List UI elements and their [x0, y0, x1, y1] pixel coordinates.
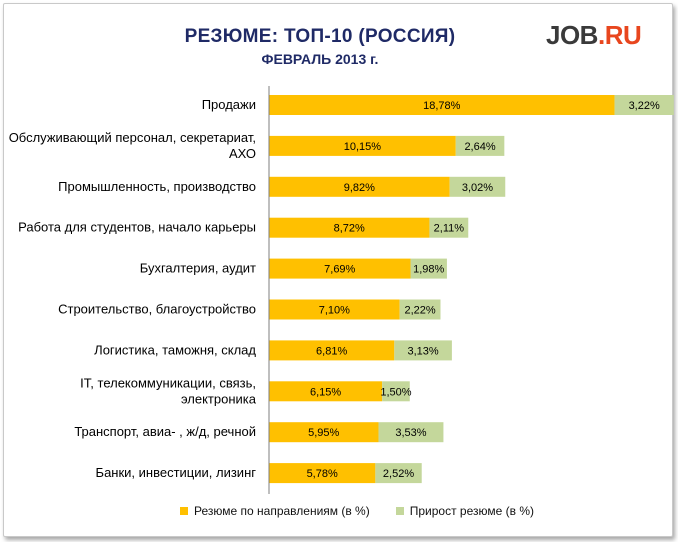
bar-segment-series-1 — [269, 299, 400, 320]
category-label: Логистика, таможня, склад — [94, 342, 256, 357]
data-label-series-2: 2,11% — [434, 223, 465, 235]
data-label-series-2: 1,98% — [413, 264, 444, 276]
category-label: Бухгалтерия, аудит — [140, 261, 256, 276]
logo-job-text: JOB — [546, 20, 598, 50]
logo-ru-text: RU — [604, 20, 642, 50]
bar-segment-series-2 — [455, 135, 505, 156]
bar-segment-series-2 — [378, 422, 444, 443]
bar-segment-series-2 — [382, 381, 410, 402]
category-label: IT, телекоммуникации, связь, электроника — [80, 375, 257, 406]
bar-segment-series-1 — [269, 95, 615, 115]
category-label: Промышленность, производство — [58, 179, 256, 194]
bar-segment-series-1 — [269, 381, 383, 402]
data-label-series-2: 2,22% — [404, 305, 435, 317]
category-label: Продажи — [202, 97, 256, 112]
data-label-series-2: 2,64% — [464, 141, 495, 153]
data-label-series-1: 5,95% — [308, 427, 339, 439]
data-label-series-2: 1,50% — [380, 386, 411, 398]
legend-item-series-1: Резюме по направлениям (в %) — [180, 504, 370, 518]
category-label: Транспорт, авиа- , ж/д, речной — [74, 424, 256, 439]
data-label-series-1: 18,78% — [423, 100, 461, 112]
category-label: Обслуживающий персонал, секретариат, АХО — [9, 130, 256, 161]
bar-segment-series-1 — [269, 176, 450, 197]
bar-segment-series-1 — [269, 217, 430, 238]
data-label-series-2: 3,02% — [462, 182, 493, 194]
bar-segment-series-2 — [614, 95, 674, 115]
bar-segment-series-2 — [394, 340, 452, 361]
data-label-series-2: 3,13% — [407, 345, 438, 357]
data-label-series-1: 5,78% — [307, 468, 338, 480]
data-label-series-1: 8,72% — [334, 223, 365, 235]
chart-subtitle: ФЕВРАЛЬ 2013 г. — [261, 51, 379, 67]
legend-swatch-series-2 — [395, 507, 404, 515]
bar-segment-series-1 — [269, 340, 395, 361]
data-label-series-2: 3,53% — [395, 427, 426, 439]
legend-item-series-2: Прирост резюме (в %) — [395, 504, 534, 518]
bar-segment-series-1 — [269, 258, 411, 279]
logo-dot-text: . — [597, 20, 605, 50]
category-label: Работа для студентов, начало карьеры — [18, 220, 256, 235]
category-label: Строительство, благоустройство — [58, 302, 256, 317]
bar-segment-series-2 — [449, 176, 506, 197]
data-label-series-1: 6,81% — [316, 345, 347, 357]
chart-title: РЕЗЮМЕ: ТОП-10 (РОССИЯ) — [184, 26, 456, 47]
legend-label-series-1: Резюме по направлениям (в %) — [194, 504, 370, 518]
data-label-series-1: 10,15% — [344, 141, 382, 153]
bar-segment-series-2 — [410, 258, 447, 279]
jobru-logo: JOB.RU — [546, 20, 642, 51]
data-label-series-2: 2,52% — [383, 468, 414, 480]
data-label-series-1: 7,69% — [324, 264, 355, 276]
legend-label-series-2: Прирост резюме (в %) — [409, 504, 534, 518]
bar-segment-series-2 — [375, 463, 422, 484]
bar-segment-series-1 — [269, 422, 379, 443]
bar-segment-series-2 — [399, 299, 441, 320]
bar-segment-series-1 — [269, 135, 456, 156]
data-label-series-1: 6,15% — [310, 386, 341, 398]
bar-segment-series-1 — [269, 463, 376, 484]
bar-segment-series-2 — [429, 217, 469, 238]
chart-legend: Резюме по направлениям (в %) Прирост рез… — [180, 504, 560, 518]
legend-swatch-series-1 — [180, 507, 188, 515]
data-label-series-2: 3,22% — [629, 100, 660, 112]
data-label-series-1: 9,82% — [344, 182, 375, 194]
category-label: Банки, инвестиции, лизинг — [96, 465, 257, 480]
data-label-series-1: 7,10% — [319, 305, 350, 317]
